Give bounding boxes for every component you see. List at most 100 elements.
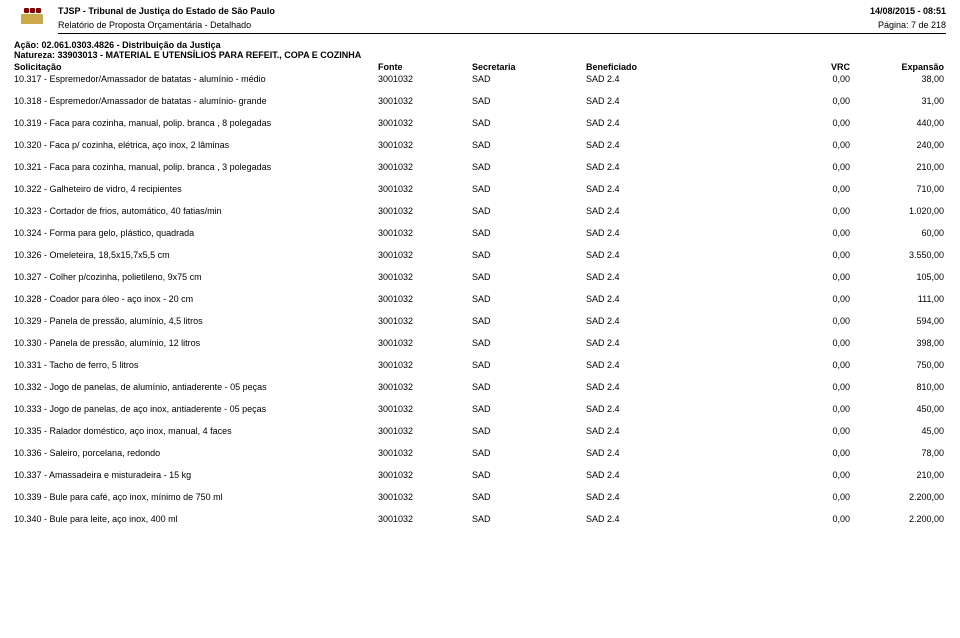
cell-expansao: 710,00: [854, 184, 944, 194]
cell-expansao: 2.200,00: [854, 514, 944, 524]
col-solicitacao: Solicitação: [14, 62, 374, 72]
cell-vrc: 0,00: [760, 338, 850, 348]
cell-secretaria: SAD: [472, 382, 582, 392]
cell-vrc: 0,00: [760, 294, 850, 304]
cell-solicitacao: 10.328 - Coador para óleo - aço inox - 2…: [14, 294, 374, 304]
cell-beneficiado: SAD 2.4: [586, 118, 756, 128]
cell-secretaria: SAD: [472, 426, 582, 436]
cell-beneficiado: SAD 2.4: [586, 140, 756, 150]
report-header: TJSP - Tribunal de Justiça do Estado de …: [14, 6, 946, 34]
cell-secretaria: SAD: [472, 360, 582, 370]
cell-beneficiado: SAD 2.4: [586, 426, 756, 436]
cell-expansao: 210,00: [854, 162, 944, 172]
cell-solicitacao: 10.320 - Faca p/ cozinha, elétrica, aço …: [14, 140, 374, 150]
cell-vrc: 0,00: [760, 426, 850, 436]
cell-beneficiado: SAD 2.4: [586, 316, 756, 326]
court-logo: [14, 8, 50, 34]
cell-expansao: 78,00: [854, 448, 944, 458]
cell-secretaria: SAD: [472, 514, 582, 524]
col-vrc: VRC: [760, 62, 850, 72]
cell-vrc: 0,00: [760, 140, 850, 150]
cell-fonte: 3001032: [378, 184, 468, 194]
cell-solicitacao: 10.337 - Amassadeira e misturadeira - 15…: [14, 470, 374, 480]
cell-beneficiado: SAD 2.4: [586, 294, 756, 304]
cell-expansao: 38,00: [854, 74, 944, 84]
table-row: 10.328 - Coador para óleo - aço inox - 2…: [14, 294, 946, 304]
cell-solicitacao: 10.331 - Tacho de ferro, 5 litros: [14, 360, 374, 370]
cell-expansao: 3.550,00: [854, 250, 944, 260]
col-beneficiado: Beneficiado: [586, 62, 756, 72]
table-row: 10.329 - Panela de pressão, alumínio, 4,…: [14, 316, 946, 326]
report-meta: Ação: 02.061.0303.4826 - Distribuição da…: [14, 40, 946, 60]
court-name: TJSP - Tribunal de Justiça do Estado de …: [58, 6, 275, 16]
cell-beneficiado: SAD 2.4: [586, 382, 756, 392]
cell-secretaria: SAD: [472, 250, 582, 260]
cell-fonte: 3001032: [378, 118, 468, 128]
table-row: 10.324 - Forma para gelo, plástico, quad…: [14, 228, 946, 238]
cell-solicitacao: 10.335 - Ralador doméstico, aço inox, ma…: [14, 426, 374, 436]
cell-secretaria: SAD: [472, 184, 582, 194]
cell-expansao: 750,00: [854, 360, 944, 370]
cell-fonte: 3001032: [378, 294, 468, 304]
table-row: 10.339 - Bule para café, aço inox, mínim…: [14, 492, 946, 502]
table-row: 10.326 - Omeleteira, 18,5x15,7x5,5 cm 300…: [14, 250, 946, 260]
cell-solicitacao: 10.324 - Forma para gelo, plástico, quad…: [14, 228, 374, 238]
cell-solicitacao: 10.322 - Galheteiro de vidro, 4 recipien…: [14, 184, 374, 194]
cell-vrc: 0,00: [760, 162, 850, 172]
cell-beneficiado: SAD 2.4: [586, 448, 756, 458]
table-row: 10.335 - Ralador doméstico, aço inox, ma…: [14, 426, 946, 436]
cell-vrc: 0,00: [760, 74, 850, 84]
cell-solicitacao: 10.340 - Bule para leite, aço inox, 400 …: [14, 514, 374, 524]
cell-secretaria: SAD: [472, 470, 582, 480]
cell-beneficiado: SAD 2.4: [586, 96, 756, 106]
cell-vrc: 0,00: [760, 206, 850, 216]
table-row: 10.330 - Panela de pressão, alumínio, 12…: [14, 338, 946, 348]
cell-fonte: 3001032: [378, 382, 468, 392]
cell-vrc: 0,00: [760, 470, 850, 480]
col-expansao: Expansão: [854, 62, 944, 72]
cell-secretaria: SAD: [472, 74, 582, 84]
cell-secretaria: SAD: [472, 316, 582, 326]
table-row: 10.333 - Jogo de panelas, de aço inox, a…: [14, 404, 946, 414]
cell-secretaria: SAD: [472, 404, 582, 414]
cell-beneficiado: SAD 2.4: [586, 162, 756, 172]
cell-expansao: 398,00: [854, 338, 944, 348]
cell-expansao: 210,00: [854, 470, 944, 480]
cell-fonte: 3001032: [378, 96, 468, 106]
cell-vrc: 0,00: [760, 96, 850, 106]
table-row: 10.321 - Faca para cozinha, manual, poli…: [14, 162, 946, 172]
cell-solicitacao: 10.339 - Bule para café, aço inox, mínim…: [14, 492, 374, 502]
cell-fonte: 3001032: [378, 250, 468, 260]
table-body: 10.317 - Espremedor/Amassador de batatas…: [14, 74, 946, 524]
cell-fonte: 3001032: [378, 206, 468, 216]
cell-secretaria: SAD: [472, 228, 582, 238]
cell-solicitacao: 10.317 - Espremedor/Amassador de batatas…: [14, 74, 374, 84]
table-row: 10.319 - Faca para cozinha, manual, poli…: [14, 118, 946, 128]
cell-secretaria: SAD: [472, 206, 582, 216]
cell-fonte: 3001032: [378, 404, 468, 414]
cell-expansao: 1.020,00: [854, 206, 944, 216]
cell-solicitacao: 10.327 - Colher p/cozinha, polietileno, …: [14, 272, 374, 282]
cell-fonte: 3001032: [378, 74, 468, 84]
cell-solicitacao: 10.330 - Panela de pressão, alumínio, 12…: [14, 338, 374, 348]
cell-secretaria: SAD: [472, 338, 582, 348]
cell-fonte: 3001032: [378, 514, 468, 524]
cell-solicitacao: 10.326 - Omeleteira, 18,5x15,7x5,5 cm: [14, 250, 374, 260]
cell-fonte: 3001032: [378, 228, 468, 238]
cell-vrc: 0,00: [760, 316, 850, 326]
cell-solicitacao: 10.323 - Cortador de frios, automático, …: [14, 206, 374, 216]
cell-expansao: 240,00: [854, 140, 944, 150]
cell-solicitacao: 10.329 - Panela de pressão, alumínio, 4,…: [14, 316, 374, 326]
cell-vrc: 0,00: [760, 360, 850, 370]
cell-fonte: 3001032: [378, 272, 468, 282]
cell-solicitacao: 10.319 - Faca para cozinha, manual, poli…: [14, 118, 374, 128]
cell-solicitacao: 10.333 - Jogo de panelas, de aço inox, a…: [14, 404, 374, 414]
cell-beneficiado: SAD 2.4: [586, 250, 756, 260]
cell-expansao: 450,00: [854, 404, 944, 414]
table-row: 10.327 - Colher p/cozinha, polietileno, …: [14, 272, 946, 282]
cell-beneficiado: SAD 2.4: [586, 228, 756, 238]
cell-secretaria: SAD: [472, 294, 582, 304]
cell-beneficiado: SAD 2.4: [586, 492, 756, 502]
table-row: 10.323 - Cortador de frios, automático, …: [14, 206, 946, 216]
cell-expansao: 440,00: [854, 118, 944, 128]
